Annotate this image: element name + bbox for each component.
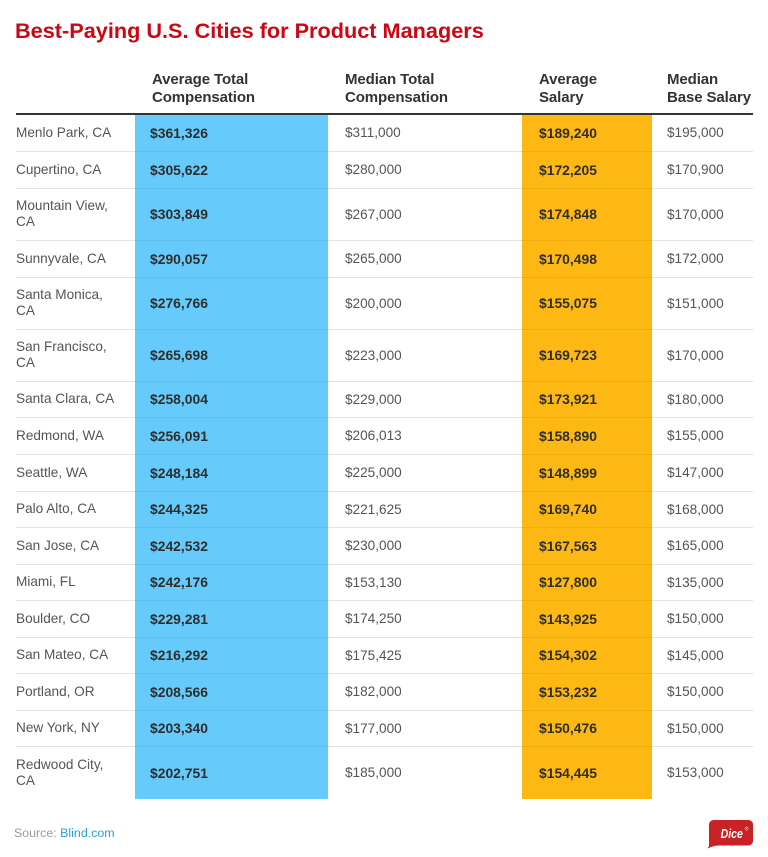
svg-text:Dice: Dice <box>721 826 744 841</box>
svg-text:®: ® <box>745 826 749 833</box>
